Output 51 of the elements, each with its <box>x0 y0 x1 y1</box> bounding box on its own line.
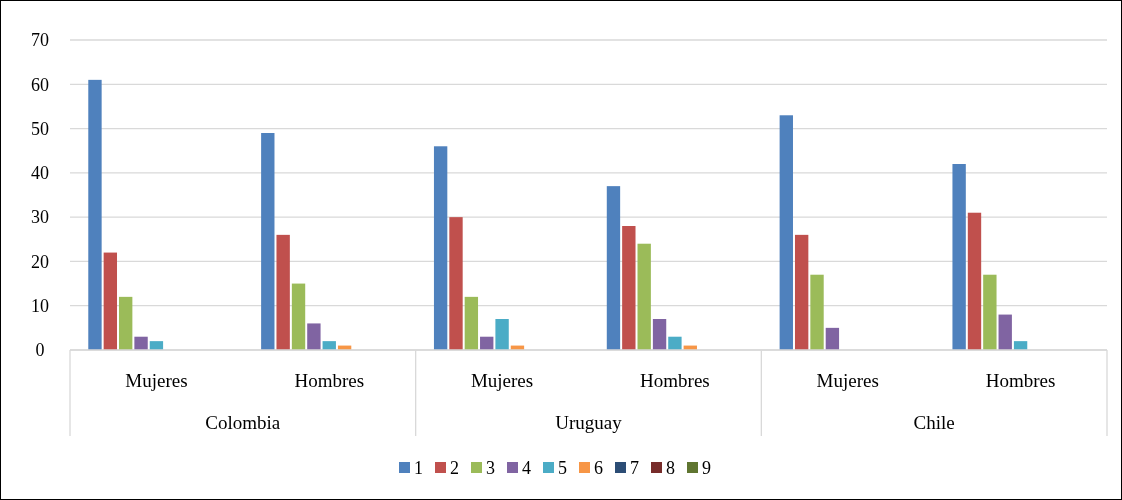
legend-label: 5 <box>558 458 567 479</box>
bar <box>495 319 509 350</box>
y-tick-label: 60 <box>31 74 49 95</box>
legend-label: 7 <box>630 458 639 479</box>
bar <box>88 79 102 350</box>
bar <box>622 226 636 350</box>
text: Colombia <box>205 411 281 433</box>
bar <box>810 274 824 350</box>
legend-label: 4 <box>522 458 531 479</box>
legend-label: 2 <box>450 458 459 479</box>
y-tick-label: 40 <box>31 163 49 184</box>
bar <box>103 252 118 350</box>
bar <box>652 319 667 350</box>
bar <box>668 336 682 350</box>
y-tick-label: 0 <box>35 340 45 361</box>
bar <box>794 234 809 350</box>
y-tick-label: 20 <box>31 251 49 272</box>
text: Chile <box>913 411 955 433</box>
x-tick-label: Hombres <box>640 369 710 391</box>
legend-label: 1 <box>414 458 423 479</box>
bar <box>261 133 275 350</box>
bar <box>998 314 1012 350</box>
bar <box>464 296 479 350</box>
bar <box>779 115 793 350</box>
legend-label: 6 <box>594 458 603 479</box>
bar <box>449 217 463 350</box>
bar <box>119 296 133 350</box>
x-tick-label: Hombres <box>985 369 1056 391</box>
bar <box>307 323 321 350</box>
bar <box>134 336 148 350</box>
legend-label: 9 <box>702 458 711 479</box>
x-tick-label: Mujeres <box>470 369 534 391</box>
y-tick-label: 50 <box>31 118 49 139</box>
y-tick-label: 10 <box>31 296 49 317</box>
x-tick-label: Hombres <box>294 369 365 391</box>
y-tick-label: 70 <box>31 30 49 51</box>
bar <box>967 212 982 350</box>
bar <box>952 164 966 350</box>
bar <box>433 146 448 350</box>
bar <box>983 274 997 350</box>
x-tick-label: Mujeres <box>125 369 188 391</box>
legend-label: 3 <box>486 458 495 479</box>
bar <box>291 283 306 350</box>
text: Uruguay <box>555 411 623 433</box>
y-tick-label: 30 <box>31 207 49 228</box>
bar <box>637 243 651 350</box>
legend-label: 8 <box>666 458 675 479</box>
bar <box>825 327 840 350</box>
x-tick-label: Mujeres <box>816 369 879 391</box>
bar <box>276 234 290 350</box>
bar <box>606 186 621 350</box>
